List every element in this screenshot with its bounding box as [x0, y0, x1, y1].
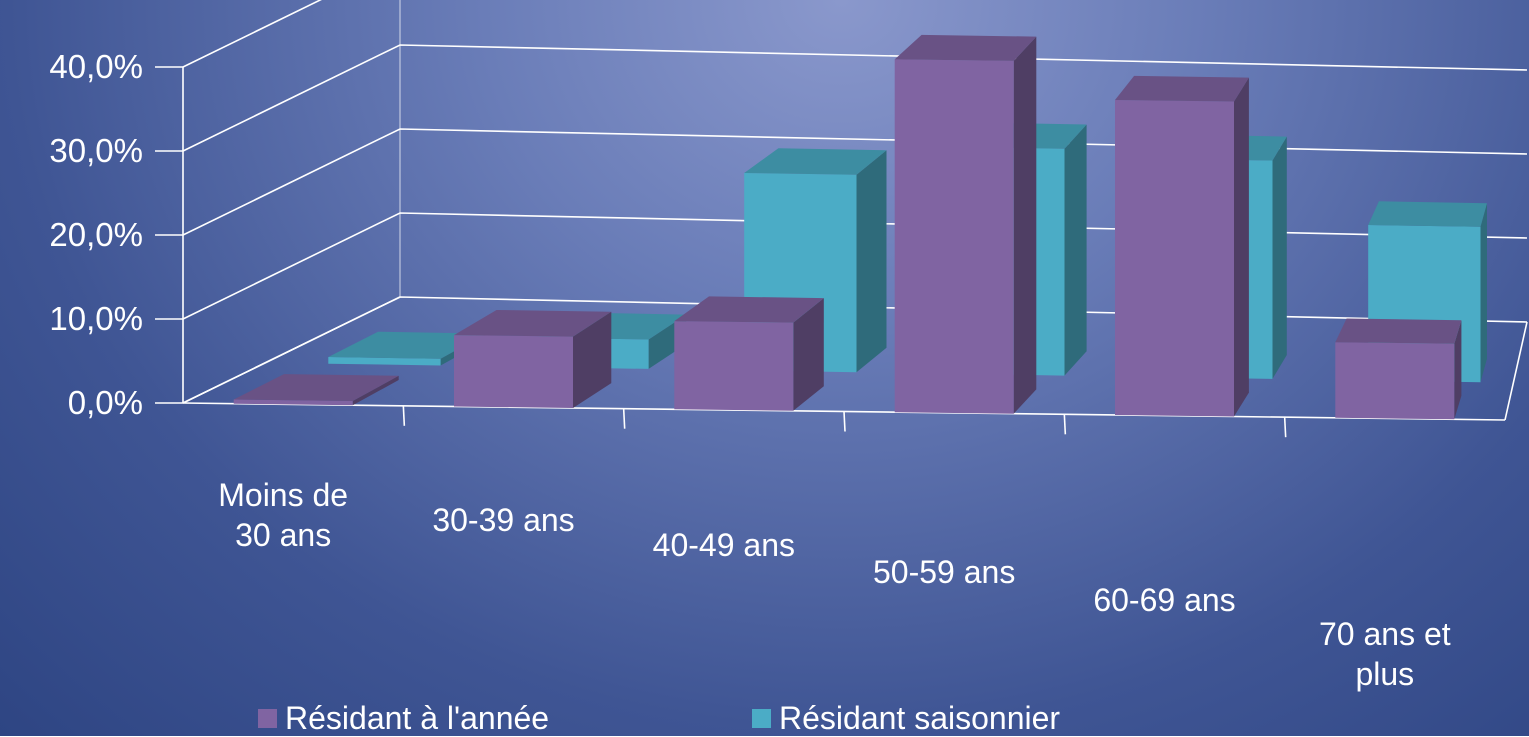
x-tick-label: 60-69 ans	[1093, 582, 1235, 618]
bar-annee	[674, 296, 824, 411]
y-tick-label: 20,0%	[49, 216, 143, 253]
y-tick-label: 10,0%	[49, 300, 143, 337]
x-tick	[622, 408, 626, 429]
floor-right-edge	[1504, 321, 1528, 421]
x-tick-label: 70 ans et plus	[1319, 616, 1451, 692]
x-tick	[1063, 414, 1067, 435]
x-tick	[843, 411, 846, 432]
x-tick	[402, 405, 406, 426]
bar-annee	[894, 34, 1037, 414]
y-tick-label: 0,0%	[68, 384, 143, 421]
x-tick-label: 50-59 ans	[873, 554, 1015, 590]
bar-annee	[1115, 75, 1249, 417]
bar-annee	[233, 374, 399, 406]
bar-annee	[454, 310, 612, 408]
y-tick-label: 30,0%	[49, 132, 143, 169]
x-tick-label: 40-49 ans	[653, 527, 795, 563]
gridline	[182, 44, 1528, 152]
x-tick-label: 30-39 ans	[432, 502, 574, 538]
floor-left-edge	[182, 296, 401, 404]
x-tick	[1283, 417, 1287, 438]
bar-annee	[1335, 318, 1462, 420]
y-tick-label: 40,0%	[49, 48, 143, 85]
gridline	[182, 0, 322, 68]
x-tick-label: Moins de 30 ans	[218, 477, 348, 553]
